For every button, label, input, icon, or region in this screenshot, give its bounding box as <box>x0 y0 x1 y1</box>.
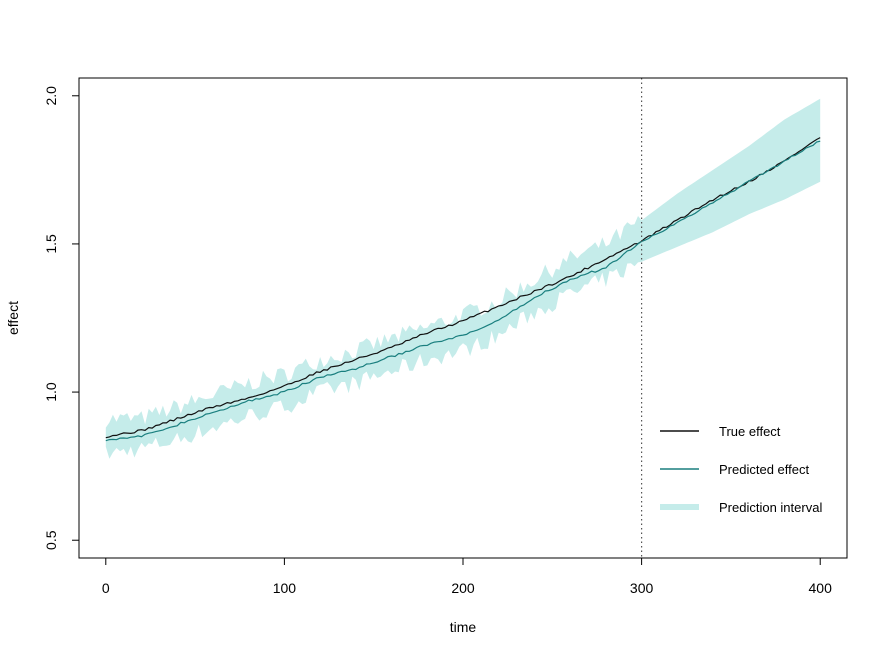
series-line-true-effect <box>105 137 821 439</box>
prediction-interval-band <box>105 98 821 459</box>
legend: True effect Predicted effect Prediction in… <box>660 424 822 515</box>
x-tick-label: 0 <box>102 580 110 596</box>
x-axis-label: time <box>450 619 477 635</box>
y-tick-label: 1.5 <box>43 234 59 254</box>
y-tick-label: 1.0 <box>43 382 59 402</box>
legend-label: Prediction interval <box>719 500 822 515</box>
axes: 0 100 200 300 400 0.5 1.0 1.5 2.0 <box>43 86 832 596</box>
series-layer <box>105 137 821 442</box>
x-tick-label: 400 <box>809 580 833 596</box>
y-tick-label: 0.5 <box>43 530 59 550</box>
y-axis-label: effect <box>5 301 21 335</box>
legend-label: True effect <box>719 424 781 439</box>
y-tick-label: 2.0 <box>43 86 59 106</box>
prediction-interval-layer <box>105 98 821 459</box>
x-tick-label: 100 <box>273 580 297 596</box>
legend-label: Predicted effect <box>719 462 809 477</box>
x-tick-label: 200 <box>451 580 475 596</box>
series-line-predicted-effect <box>105 140 821 442</box>
x-tick-label: 300 <box>630 580 654 596</box>
